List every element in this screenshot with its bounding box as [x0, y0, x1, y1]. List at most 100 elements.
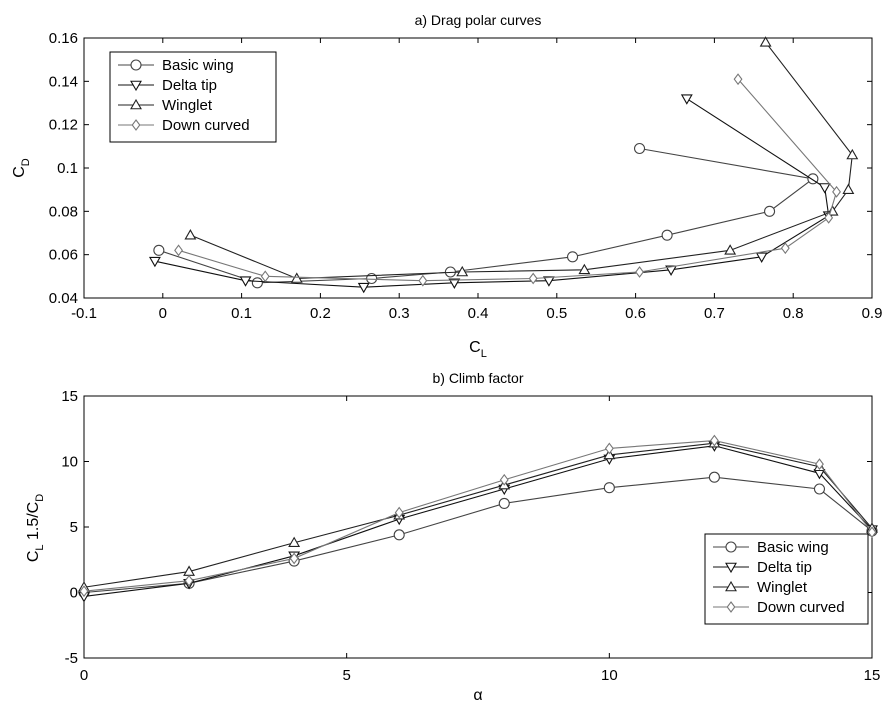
- data-point-basic-wing: [251, 277, 263, 289]
- x-tick-label: 10: [601, 667, 618, 684]
- data-point-down-curved: [79, 585, 89, 598]
- x-tick-label: 0.6: [625, 305, 646, 322]
- legend-marker-delta-tip: [725, 562, 737, 574]
- legend-marker-down-curved: [726, 601, 736, 613]
- x-tick-label: 0.8: [783, 305, 804, 322]
- data-point-delta-tip: [680, 94, 693, 105]
- legend-marker-winglet: [130, 98, 142, 110]
- y-tick-label: 0.06: [49, 247, 78, 264]
- data-point-delta-tip: [148, 256, 161, 268]
- y-tick-label: 5: [70, 519, 78, 536]
- data-point-winglet: [846, 148, 859, 160]
- x-tick-label: 0.5: [546, 305, 567, 322]
- data-point-basic-wing: [498, 497, 510, 509]
- data-point-basic-wing: [603, 482, 615, 494]
- legend-label-winglet: Winglet: [757, 579, 808, 596]
- data-point-winglet: [724, 244, 737, 255]
- legend-marker-basic-wing: [130, 59, 142, 71]
- y-axis-label: CL 1.5/CD: [25, 494, 46, 562]
- data-point-winglet: [288, 536, 301, 548]
- data-point-down-curved: [733, 73, 743, 86]
- data-point-winglet: [184, 229, 197, 240]
- chart-title: a) Drag polar curves: [415, 12, 542, 28]
- x-tick-label: 0.2: [310, 305, 331, 322]
- x-tick-label: 0.4: [468, 305, 489, 322]
- x-tick-label: 0.3: [389, 305, 410, 322]
- data-point-down-curved: [260, 270, 270, 283]
- data-point-delta-tip: [818, 183, 831, 194]
- data-point-down-curved: [780, 242, 790, 255]
- data-point-winglet: [290, 272, 303, 283]
- data-point-delta-tip: [357, 282, 370, 294]
- chart-title: b) Climb factor: [432, 370, 523, 386]
- y-tick-label: 0: [70, 585, 78, 602]
- data-point-basic-wing: [153, 244, 165, 256]
- legend-label-delta-tip: Delta tip: [757, 559, 812, 576]
- data-point-basic-wing: [567, 251, 579, 263]
- x-axis-label: CL: [469, 339, 487, 360]
- data-point-delta-tip: [239, 276, 252, 287]
- legend-label-down-curved: Down curved: [757, 599, 845, 616]
- data-point-down-curved: [824, 211, 834, 224]
- y-tick-label: 0.16: [49, 30, 78, 47]
- legend-label-winglet: Winglet: [162, 97, 213, 114]
- y-tick-label: 10: [61, 454, 78, 471]
- data-point-basic-wing: [633, 142, 646, 155]
- data-point-winglet: [603, 448, 616, 460]
- y-tick-label: 0.04: [49, 290, 78, 307]
- data-point-winglet: [842, 183, 855, 194]
- data-point-down-curved: [604, 442, 614, 455]
- legend-label-basic-wing: Basic wing: [757, 539, 829, 556]
- y-tick-label: 0.08: [49, 203, 78, 220]
- x-tick-label: 0.7: [704, 305, 725, 322]
- legend-label-down-curved: Down curved: [162, 117, 250, 134]
- data-point-down-curved: [174, 244, 183, 257]
- legend-label-basic-wing: Basic wing: [162, 57, 234, 74]
- data-point-down-curved: [815, 458, 824, 471]
- data-point-down-curved: [867, 526, 877, 539]
- legend-marker-delta-tip: [130, 80, 142, 92]
- data-point-basic-wing: [661, 229, 673, 241]
- legend-marker-basic-wing: [725, 541, 737, 553]
- data-point-delta-tip: [755, 252, 768, 263]
- legend-label-delta-tip: Delta tip: [162, 77, 217, 94]
- x-axis-label: α: [473, 687, 482, 702]
- x-tick-label: 5: [342, 667, 350, 684]
- legend-marker-winglet: [725, 580, 737, 592]
- x-tick-label: -0.1: [71, 305, 97, 322]
- data-point-basic-wing: [393, 529, 405, 541]
- data-point-winglet: [759, 36, 772, 47]
- data-point-down-curved: [709, 434, 719, 447]
- drag-polar-chart: a) Drag polar curves -0.1 0 0.1 0.2 0.3 0.4 0.5…: [11, 12, 882, 360]
- data-point-delta-tip: [448, 278, 461, 289]
- y-tick-label: 0.14: [49, 73, 78, 90]
- legend-marker-down-curved: [131, 119, 141, 131]
- data-point-down-curved: [289, 552, 299, 565]
- data-point-delta-tip: [665, 265, 678, 276]
- x-tick-label: 0: [80, 667, 88, 684]
- x-tick-label: 0.9: [862, 305, 882, 322]
- legend: Basic wing Delta tip Winglet Down curved: [704, 533, 869, 625]
- data-point-winglet: [578, 263, 591, 275]
- data-point-basic-wing: [764, 205, 776, 217]
- y-tick-label: -5: [65, 650, 78, 667]
- x-tick-label: 0: [159, 305, 167, 322]
- y-axis-label: CD: [11, 158, 32, 178]
- data-point-down-curved: [832, 185, 841, 198]
- data-point-down-curved: [184, 574, 194, 587]
- data-point-down-curved: [418, 274, 428, 287]
- data-point-down-curved: [499, 473, 509, 486]
- y-tick-label: 15: [61, 388, 78, 405]
- y-tick-label: 0.1: [57, 160, 78, 177]
- legend: Basic wing Delta tip Winglet Down curved: [109, 51, 277, 143]
- series-line-delta-tip: [154, 98, 830, 288]
- x-tick-label: 0.1: [231, 305, 252, 322]
- data-point-delta-tip: [542, 276, 555, 287]
- data-point-winglet: [456, 265, 469, 277]
- y-tick-label: 0.12: [49, 117, 78, 134]
- data-point-down-curved: [635, 266, 644, 278]
- data-point-basic-wing: [813, 483, 826, 495]
- data-point-down-curved: [394, 506, 404, 519]
